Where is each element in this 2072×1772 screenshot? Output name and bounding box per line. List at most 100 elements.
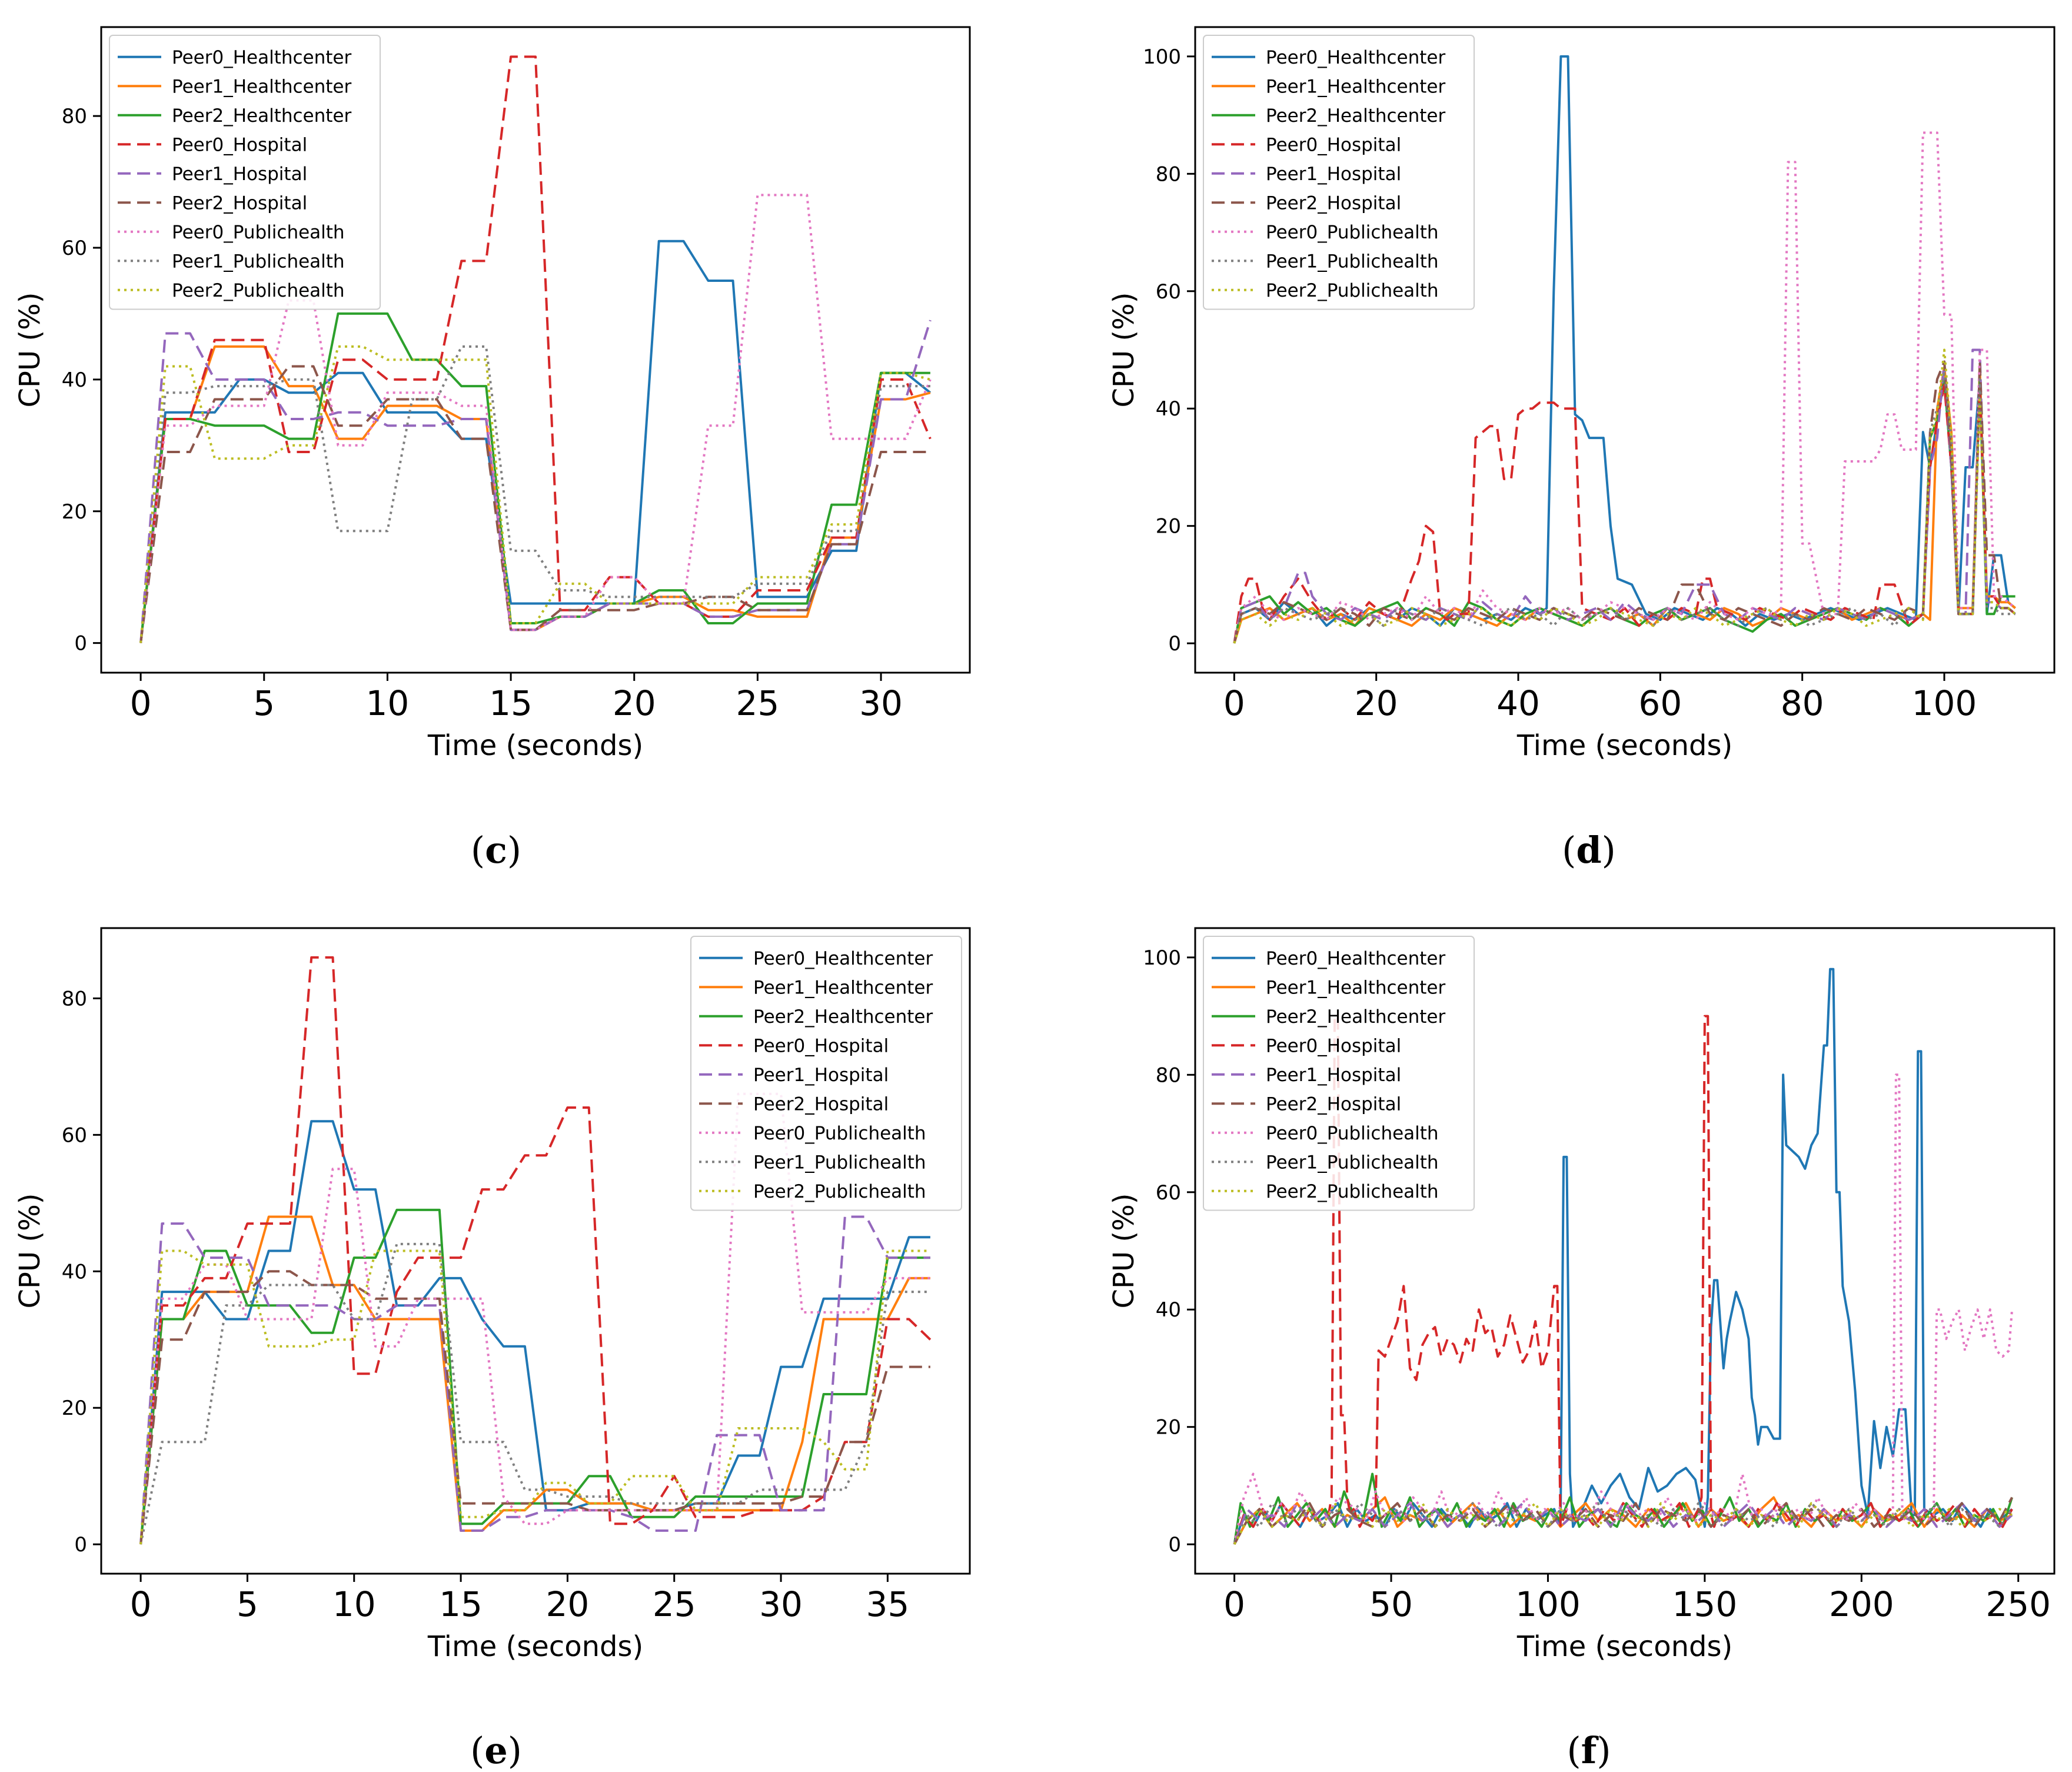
caption-d: (d) [1562, 829, 1616, 872]
legend-label-Peer1_Publichealth: Peer1_Publichealth [1266, 1152, 1439, 1173]
legend-label-Peer0_Healthcenter: Peer0_Healthcenter [1266, 47, 1445, 68]
legend-label-Peer1_Hospital: Peer1_Hospital [1266, 164, 1401, 185]
y-tick-label: 40 [62, 368, 87, 392]
series-line-Peer0_Hospital [1233, 384, 2016, 644]
legend-box [1203, 936, 1475, 1211]
series-group [139, 55, 932, 643]
series-line-Peer1_Healthcenter [1233, 366, 2016, 644]
series-line-Peer0_Publichealth [1233, 131, 2016, 644]
y-tick-label: 20 [62, 1397, 87, 1420]
x-tick-label: 150 [1672, 1584, 1738, 1624]
y-axis-label: CPU (%) [1107, 292, 1140, 408]
x-tick-label: 30 [759, 1584, 803, 1624]
x-tick-label: 200 [1829, 1584, 1894, 1624]
x-tick-label: 100 [1515, 1584, 1581, 1624]
series-line-Peer0_Healthcenter [139, 240, 932, 643]
chart-panel-c: 0 5 10 15 20 25 30 0 20 40 60 80 Time (seconds) CPU (… [14, 26, 971, 762]
y-tick-label: 60 [1156, 1181, 1181, 1205]
x-tick-label: 80 [1781, 683, 1824, 723]
legend-label-Peer1_Healthcenter: Peer1_Healthcenter [1266, 977, 1445, 998]
legend-label-Peer1_Hospital: Peer1_Hospital [753, 1065, 889, 1086]
y-tick-label: 80 [1156, 1063, 1181, 1087]
series-line-Peer1_Healthcenter [139, 1215, 930, 1545]
series-line-Peer2_Hospital [1233, 1497, 2013, 1545]
legend-label-Peer2_Hospital: Peer2_Hospital [1266, 192, 1401, 214]
chart-panel-d: 0 20 40 60 80 100 0 20 40 60 80 100 Time (seconds) CP… [1107, 26, 2056, 762]
series-line-Peer2_Publichealth [139, 1249, 930, 1545]
y-tick-label: 20 [1156, 515, 1181, 538]
chart-panel-e: 0 5 10 15 20 25 30 35 0 20 40 60 80 Time (seconds) CPU… [14, 927, 971, 1663]
plot-frame [1194, 927, 2056, 1575]
legend-label-Peer2_Hospital: Peer2_Hospital [172, 192, 307, 214]
y-tick-label: 60 [62, 1123, 87, 1147]
y-tick-label: 40 [1156, 1298, 1181, 1322]
series-line-Peer2_Publichealth [139, 345, 931, 643]
legend-label-Peer0_Hospital: Peer0_Hospital [172, 134, 307, 155]
caption-letter: d [1576, 829, 1602, 872]
legend: Peer0_Healthcenter Peer1_Healthcenter Peer… [1203, 936, 1475, 1211]
legend-label-Peer0_Publichealth: Peer0_Publichealth [172, 222, 345, 243]
y-tick-label: 40 [62, 1260, 87, 1284]
legend-label-Peer0_Hospital: Peer0_Hospital [1266, 1035, 1401, 1056]
caption-open: ( [1562, 829, 1577, 872]
legend-label-Peer1_Publichealth: Peer1_Publichealth [172, 251, 345, 272]
caption-letter: e [484, 1729, 508, 1772]
series-line-Peer0_Publichealth [1233, 1073, 2014, 1545]
caption-close: ) [1601, 829, 1616, 872]
y-axis-label: CPU (%) [1107, 1193, 1140, 1309]
caption-letter: f [1581, 1729, 1597, 1772]
legend-label-Peer1_Healthcenter: Peer1_Healthcenter [1266, 76, 1445, 97]
x-tick-label: 250 [1985, 1584, 2051, 1624]
series-line-Peer2_Healthcenter [139, 312, 930, 643]
y-axis-label: CPU (%) [14, 292, 46, 408]
x-tick-label: 35 [866, 1584, 909, 1624]
plot-frame [100, 26, 971, 674]
legend-label-Peer0_Publichealth: Peer0_Publichealth [1266, 222, 1439, 243]
caption-open: ( [470, 1729, 485, 1772]
series-line-Peer0_Healthcenter [139, 1120, 930, 1545]
legend: Peer0_Healthcenter Peer1_Healthcenter Peer… [690, 936, 962, 1211]
caption-e: (e) [470, 1729, 522, 1772]
legend-label-Peer2_Publichealth: Peer2_Publichealth [1266, 1181, 1439, 1202]
legend: Peer0_Healthcenter Peer1_Healthcenter Peer… [1203, 35, 1475, 310]
plot-frame [100, 927, 971, 1575]
legend-label-Peer2_Healthcenter: Peer2_Healthcenter [753, 1006, 933, 1028]
x-tick-label: 15 [439, 1584, 483, 1624]
legend-label-Peer1_Healthcenter: Peer1_Healthcenter [172, 76, 351, 97]
x-tick-label: 5 [237, 1584, 258, 1624]
legend-label-Peer1_Healthcenter: Peer1_Healthcenter [753, 977, 933, 998]
x-tick-label: 5 [253, 683, 275, 723]
y-tick-label: 20 [62, 500, 87, 524]
series-line-Peer2_Publichealth [1233, 348, 2016, 644]
x-tick-label: 20 [1355, 683, 1398, 723]
x-tick-label: 50 [1369, 1584, 1413, 1624]
legend-box [1203, 35, 1475, 310]
legend-label-Peer0_Publichealth: Peer0_Publichealth [753, 1123, 926, 1144]
caption-open: ( [1567, 1729, 1581, 1772]
x-tick-label: 15 [489, 683, 533, 723]
series-line-Peer1_Publichealth [139, 1242, 930, 1545]
legend-label-Peer0_Healthcenter: Peer0_Healthcenter [172, 47, 351, 68]
x-tick-label: 0 [130, 1584, 152, 1624]
legend-box [690, 936, 962, 1211]
legend-label-Peer2_Healthcenter: Peer2_Healthcenter [1266, 1006, 1445, 1028]
legend-label-Peer2_Publichealth: Peer2_Publichealth [1266, 280, 1439, 301]
series-line-Peer0_Publichealth [139, 1092, 930, 1545]
legend-label-Peer1_Hospital: Peer1_Hospital [1266, 1065, 1401, 1086]
legend: Peer0_Healthcenter Peer1_Healthcenter Peer… [109, 35, 381, 310]
x-tick-label: 10 [366, 683, 410, 723]
y-tick-label: 60 [1156, 280, 1181, 304]
y-tick-label: 40 [1156, 397, 1181, 421]
y-axis-label: CPU (%) [14, 1193, 46, 1309]
caption-c: (c) [471, 829, 521, 872]
legend-label-Peer0_Hospital: Peer0_Hospital [753, 1035, 889, 1056]
x-tick-label: 60 [1638, 683, 1682, 723]
x-tick-label: 0 [1223, 1584, 1245, 1624]
x-tick-label: 40 [1496, 683, 1540, 723]
x-tick-label: 100 [1912, 683, 1977, 723]
series-group [1233, 968, 2014, 1545]
caption-f: (f) [1567, 1729, 1611, 1772]
series-line-Peer1_Publichealth [139, 345, 930, 643]
series-line-Peer1_Hospital [139, 1215, 930, 1545]
